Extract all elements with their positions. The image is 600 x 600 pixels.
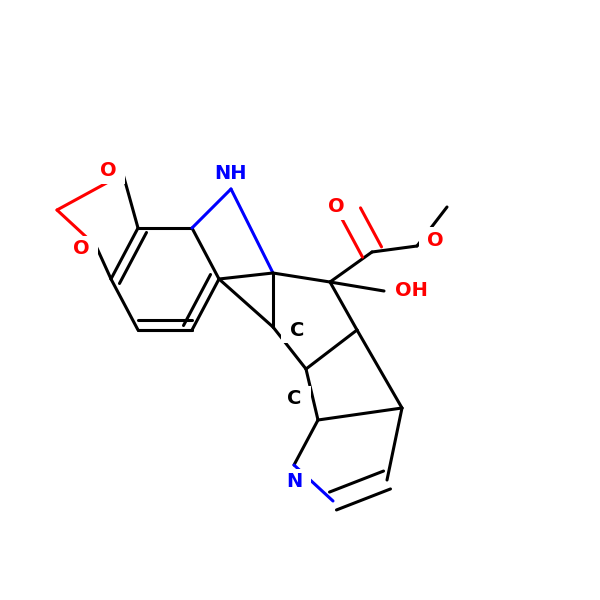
- Text: NH: NH: [215, 164, 247, 184]
- FancyBboxPatch shape: [277, 386, 311, 412]
- FancyBboxPatch shape: [419, 227, 452, 253]
- FancyBboxPatch shape: [277, 469, 311, 494]
- FancyBboxPatch shape: [320, 194, 353, 220]
- Text: O: O: [427, 230, 443, 250]
- Text: C: C: [290, 320, 304, 340]
- FancyBboxPatch shape: [281, 317, 314, 343]
- FancyBboxPatch shape: [395, 278, 428, 304]
- FancyBboxPatch shape: [215, 161, 248, 187]
- Text: OH: OH: [395, 281, 427, 301]
- Text: O: O: [100, 161, 116, 181]
- FancyBboxPatch shape: [65, 236, 97, 262]
- Text: O: O: [73, 239, 89, 259]
- FancyBboxPatch shape: [91, 158, 125, 184]
- Text: C: C: [287, 389, 301, 409]
- Text: O: O: [328, 197, 344, 217]
- Text: N: N: [286, 472, 302, 491]
